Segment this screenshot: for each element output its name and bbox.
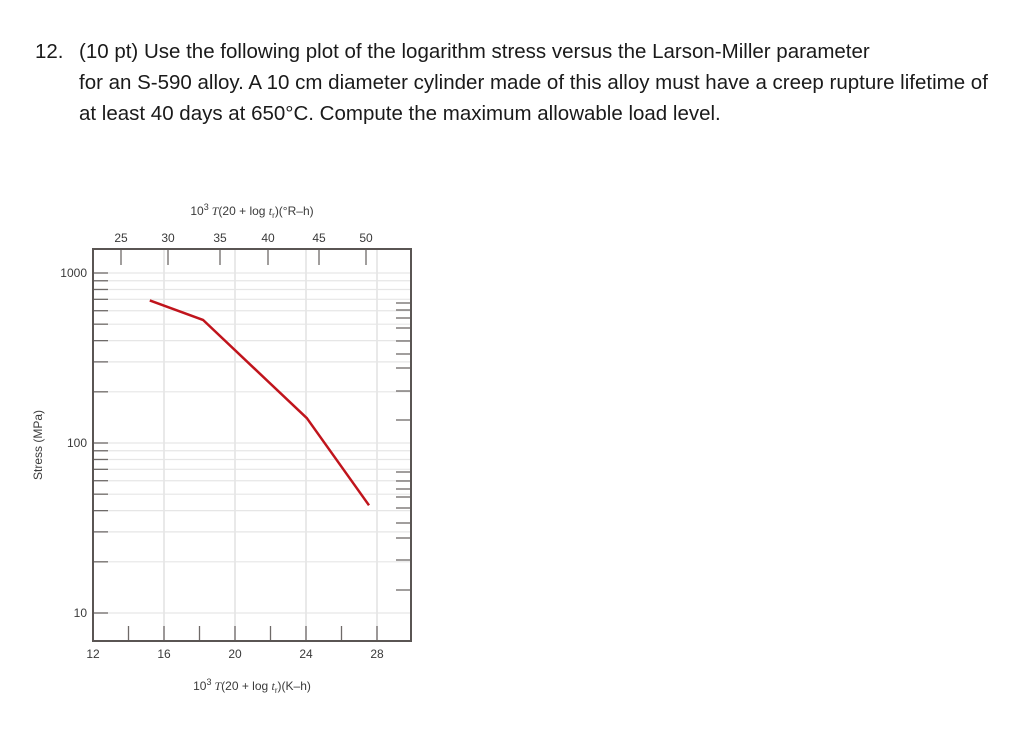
question-line1-text: (10 pt) Use the following plot of the lo… <box>79 40 870 63</box>
x-bottom-tick-label: 28 <box>370 647 384 661</box>
question-number: 12. <box>35 40 64 63</box>
question-line-1: 12. (10 pt) Use the following plot of the… <box>35 36 995 67</box>
x-bottom-tick-label: 16 <box>157 647 171 661</box>
x-axis-bottom-label: 103 T(20 + log tr)(K–h) <box>193 677 311 695</box>
x-top-tick-label: 50 <box>359 231 373 245</box>
axis-ticks <box>93 249 411 641</box>
data-series-line <box>149 299 371 507</box>
grid-lines <box>93 249 411 641</box>
y-tick-label: 10 <box>74 606 88 620</box>
x-top-tick-label: 40 <box>261 231 275 245</box>
x-axis-top-label: 103 T(20 + log tr)(°R–h) <box>190 202 313 220</box>
plot-frame <box>92 248 412 642</box>
y-axis-label: Stress (MPa) <box>31 410 45 480</box>
x-bottom-tick-label: 24 <box>299 647 313 661</box>
y-tick-label: 100 <box>67 436 87 450</box>
x-top-tick-label: 45 <box>312 231 326 245</box>
x-top-tick-label: 25 <box>114 231 128 245</box>
y-tick-label: 1000 <box>60 266 87 280</box>
tick-labels: 25 30 35 40 45 50 12 16 20 24 28 10 100 1000 <box>60 231 384 661</box>
question-body: for an S-590 alloy. A 10 cm diameter cyl… <box>79 71 988 125</box>
x-bottom-tick-label: 12 <box>86 647 100 661</box>
x-top-tick-label: 35 <box>213 231 227 245</box>
question-text: 12. (10 pt) Use the following plot of the… <box>35 36 995 129</box>
x-top-tick-label: 30 <box>161 231 175 245</box>
x-bottom-tick-label: 20 <box>228 647 242 661</box>
